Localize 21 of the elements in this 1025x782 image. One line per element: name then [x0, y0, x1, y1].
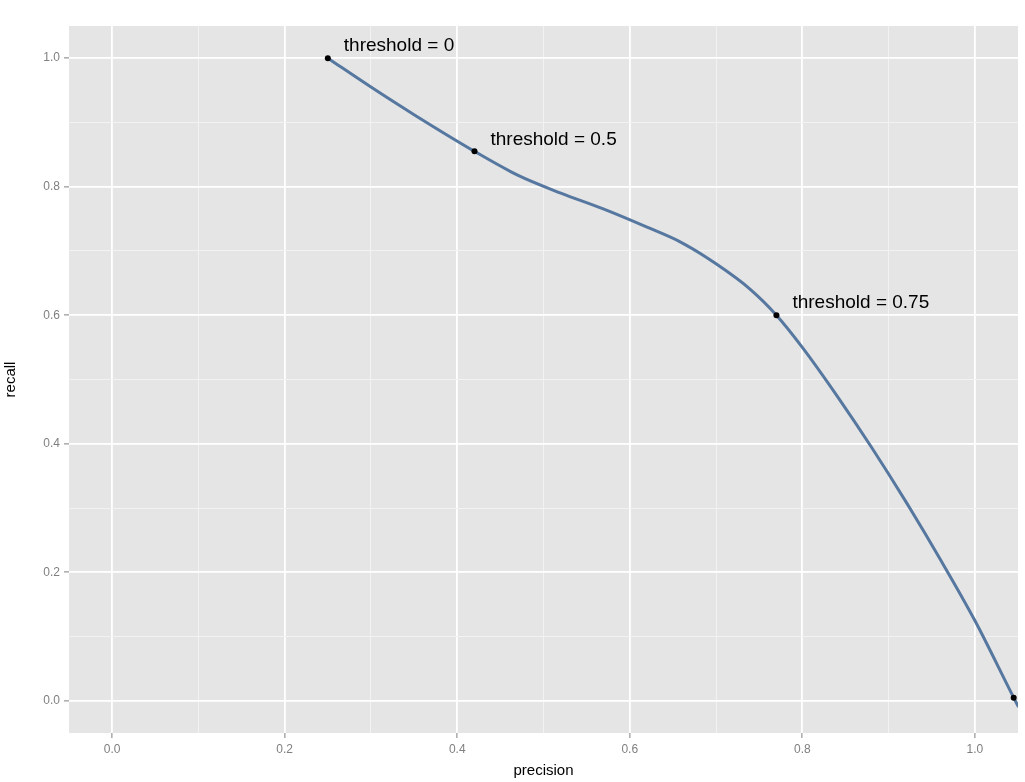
- x-tick-label: 0.4: [448, 741, 466, 756]
- point: [324, 55, 331, 62]
- annotation: threshold = 0.75: [792, 291, 930, 313]
- y-axis-title: recall: [1, 361, 19, 398]
- annotation: threshold = 0.5: [490, 127, 617, 149]
- x-tick-label: 0.2: [276, 741, 294, 756]
- x-tick-label: 1.0: [966, 741, 984, 756]
- y-tick-label: 0.6: [43, 307, 61, 322]
- point: [1010, 694, 1017, 701]
- point: [773, 312, 780, 319]
- x-axis-title: precision: [513, 761, 574, 779]
- y-tick-label: 0.0: [43, 693, 61, 708]
- y-tick-label: 1.0: [43, 50, 61, 65]
- y-tick-label: 0.4: [43, 436, 61, 451]
- x-tick-label: 0.0: [103, 741, 121, 756]
- point: [471, 148, 478, 155]
- annotation: threshold = 0: [343, 34, 455, 56]
- x-tick-label: 0.8: [793, 741, 811, 756]
- y-tick-label: 0.2: [43, 564, 61, 579]
- y-tick-label: 0.8: [43, 178, 61, 193]
- x-tick-label: 0.6: [621, 741, 639, 756]
